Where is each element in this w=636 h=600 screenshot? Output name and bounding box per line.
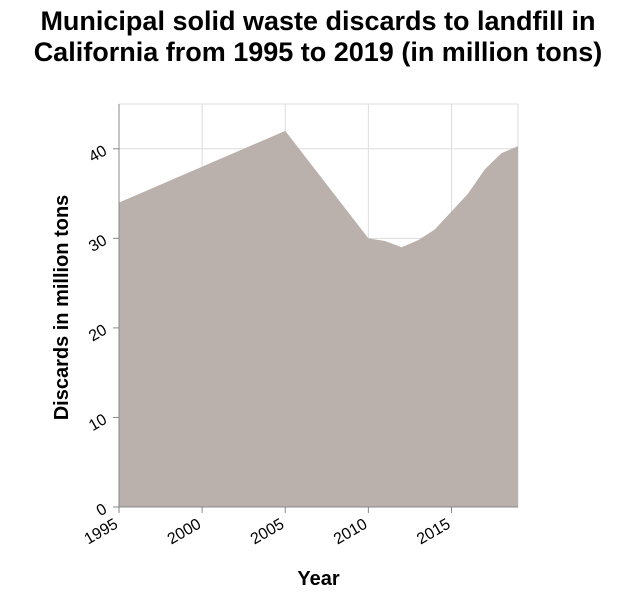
y-tick-label: 30	[86, 232, 110, 256]
x-tick-label: 1995	[82, 516, 121, 549]
y-tick-label: 0	[94, 501, 110, 520]
y-tick-label: 10	[86, 411, 110, 435]
area-series	[119, 130, 518, 507]
y-axis: 0 10 20 30 40	[86, 142, 119, 520]
y-axis-title: Discards in million tons	[51, 195, 73, 421]
x-tick-label: 2005	[248, 516, 287, 549]
x-axis: 1995 2000 2005 2010 2015	[82, 507, 454, 548]
x-tick-label: 2000	[165, 516, 204, 549]
x-tick-label: 2010	[331, 516, 370, 549]
y-tick-label: 20	[86, 322, 110, 346]
chart-title: Municipal solid waste discards to landfi…	[33, 6, 603, 67]
x-axis-title: Year	[297, 568, 339, 590]
y-tick-label: 40	[86, 142, 110, 166]
x-tick-label: 2015	[414, 516, 453, 549]
